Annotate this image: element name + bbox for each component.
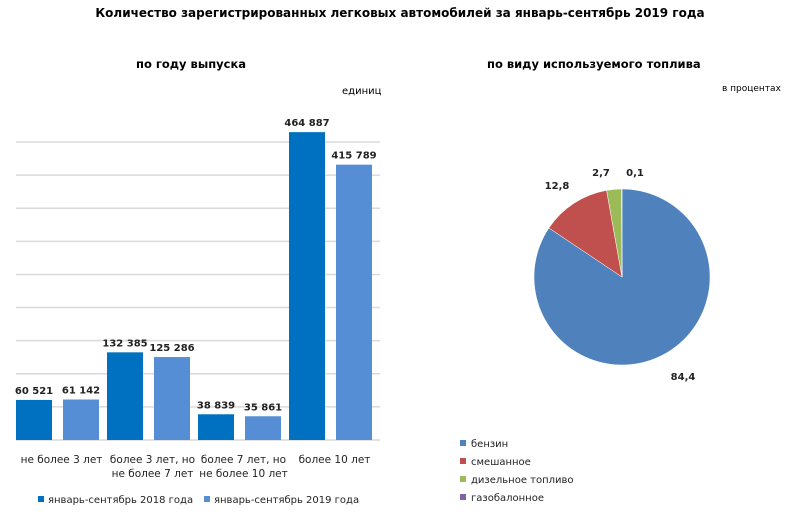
- data-label: 415 789: [331, 151, 376, 162]
- legend-marker: [460, 476, 466, 482]
- pie-data-label: 84,4: [671, 372, 696, 383]
- bar-2018: [16, 399, 52, 440]
- pie-data-label: 0,1: [626, 168, 644, 179]
- data-label: 38 839: [197, 400, 235, 411]
- bar-2018: [289, 132, 325, 441]
- bar-2018: [198, 414, 234, 440]
- bar-2019: [336, 164, 372, 441]
- legend-marker: [460, 458, 466, 464]
- data-label: 35 861: [244, 402, 282, 413]
- category-label: более 10 лет: [299, 454, 371, 466]
- bar-chart-unit: единиц: [342, 86, 382, 97]
- category-label: не более 10 лет: [199, 468, 288, 480]
- legend-marker: [204, 496, 210, 502]
- legend-label: бензин: [471, 439, 508, 450]
- bar-2019: [63, 399, 99, 440]
- pie-chart-unit: в процентах: [722, 84, 781, 94]
- legend-label: январь-сентябрь 2019 года: [214, 495, 359, 506]
- data-label: 60 521: [15, 386, 53, 397]
- data-label: 132 385: [102, 338, 147, 349]
- legend-marker: [38, 496, 44, 502]
- category-label: более 7 лет, но: [201, 454, 286, 466]
- pie-slice-газобалонное: [621, 188, 623, 278]
- data-label: 464 887: [284, 118, 329, 129]
- category-label: более 3 лет, но: [110, 454, 195, 466]
- pie-slice-смешанное: [548, 190, 623, 278]
- bar-2019: [245, 416, 281, 440]
- pie-data-label: 2,7: [592, 168, 610, 179]
- legend-marker: [460, 494, 466, 500]
- bar-chart-title: по году выпуска: [136, 57, 247, 71]
- data-label: 61 142: [62, 386, 100, 397]
- legend-label: газобалонное: [471, 493, 544, 504]
- category-label: не более 3 лет: [21, 454, 103, 466]
- data-label: 125 286: [149, 343, 194, 354]
- bar-2019: [154, 357, 190, 440]
- legend-label: смешанное: [471, 457, 531, 468]
- bar-2018: [107, 352, 143, 440]
- category-label: не более 7 лет: [112, 468, 194, 480]
- page-title: Количество зарегистрированных легковых а…: [95, 6, 705, 20]
- pie-data-label: 12,8: [545, 181, 570, 192]
- pie-chart-title: по виду используемого топлива: [487, 57, 701, 71]
- legend-label: дизельное топливо: [471, 475, 574, 486]
- legend-label: январь-сентябрь 2018 года: [48, 495, 193, 506]
- legend-marker: [460, 440, 466, 446]
